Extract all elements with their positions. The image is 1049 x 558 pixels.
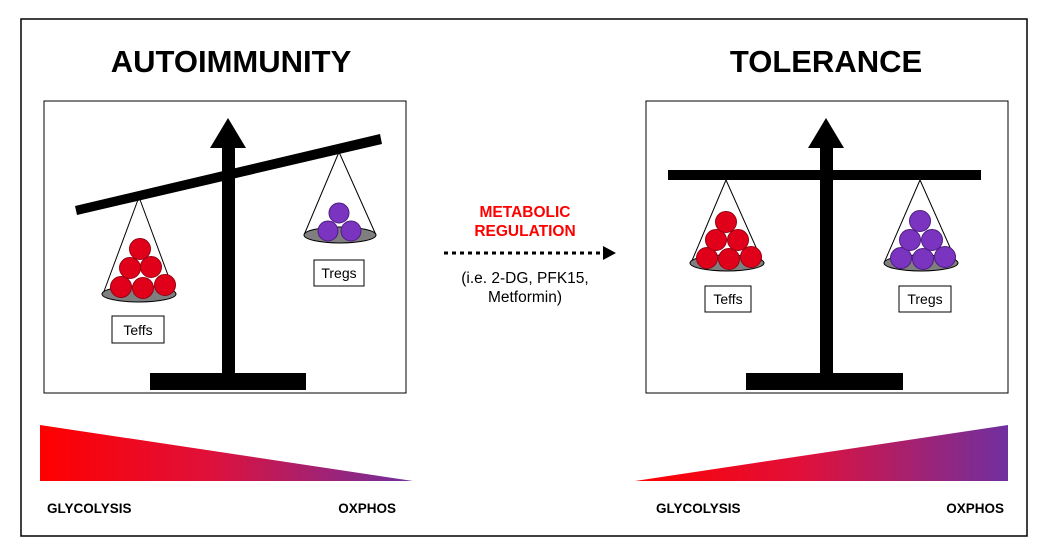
treg-cell: [340, 220, 362, 242]
treg-cell-cluster: [890, 210, 956, 270]
teff-cell: [727, 229, 749, 251]
right-oxphos-label: OXPHOS: [946, 501, 1004, 516]
right-scale-beam: [668, 170, 981, 180]
heading-autoimmunity: AUTOIMMUNITY: [111, 44, 352, 79]
treg-cell-cluster: [317, 202, 362, 242]
teffs-label-box: [111, 315, 165, 344]
teff-cell: [129, 238, 151, 260]
treg-cell: [909, 210, 931, 232]
right-scale-panel: Teffs Tregs: [645, 100, 1009, 394]
tregs-label-box: [898, 285, 952, 313]
teff-cell: [705, 229, 727, 251]
left-scale-arrowhead: [210, 118, 246, 148]
tregs-label: Tregs: [907, 291, 942, 307]
treg-cell: [328, 202, 350, 224]
metabolic-title-line2: REGULATION: [474, 223, 575, 240]
teff-cell: [132, 277, 154, 299]
teff-cell: [715, 211, 737, 233]
treg-cell: [890, 247, 912, 269]
teffs-label: Teffs: [713, 291, 742, 307]
treg-cell: [912, 248, 934, 270]
teffs-label: Teffs: [123, 322, 152, 338]
left-scale-panel: Teffs Tregs: [43, 100, 407, 394]
right-glycolysis-oxphos-wedge: [635, 425, 1008, 481]
left-glycolysis-oxphos-wedge: [40, 425, 413, 481]
right-glycolysis-label: GLYCOLYSIS: [656, 501, 741, 516]
treg-cell: [899, 229, 921, 251]
teff-cell-cluster: [110, 238, 176, 299]
teff-cell: [154, 274, 176, 296]
left-oxphos-label: OXPHOS: [338, 501, 396, 516]
metabolic-title-line1: METABOLIC: [480, 204, 571, 221]
heading-tolerance: TOLERANCE: [730, 44, 922, 79]
tregs-label: Tregs: [321, 265, 356, 281]
right-pan-tregs: Tregs: [883, 179, 959, 313]
right-pan-teffs: Teffs: [689, 179, 765, 313]
teff-cell: [110, 276, 132, 298]
right-scale-arrowhead: [808, 118, 844, 148]
tregs-label-box: [313, 259, 365, 287]
right-pan-tregs: Tregs: [303, 151, 377, 287]
teff-cell: [119, 257, 141, 279]
left-scale-base: [150, 373, 306, 390]
left-pan-teffs: Teffs: [101, 196, 177, 344]
teff-cell: [740, 246, 762, 268]
teff-cell-cluster: [696, 211, 762, 270]
left-glycolysis-label: GLYCOLYSIS: [47, 501, 132, 516]
treg-cell: [934, 246, 956, 268]
right-scale-base: [746, 373, 903, 390]
dotted-arrow-head: [603, 246, 616, 260]
treg-cell: [317, 220, 339, 242]
right-scale-pole: [820, 147, 833, 375]
metabolic-regulation-arrow-group: METABOLIC REGULATION (i.e. 2-DG, PFK15, …: [444, 204, 616, 306]
left-scale-beam: [75, 134, 382, 215]
left-scale-pole: [222, 147, 235, 375]
teff-cell: [718, 248, 740, 270]
treg-cell: [921, 229, 943, 251]
teff-cell: [140, 256, 162, 278]
metabolic-note-line1: (i.e. 2-DG, PFK15,: [461, 270, 588, 287]
metabolic-note-line2: Metformin): [488, 289, 562, 306]
teff-cell: [696, 247, 718, 269]
teffs-label-box: [704, 285, 752, 313]
